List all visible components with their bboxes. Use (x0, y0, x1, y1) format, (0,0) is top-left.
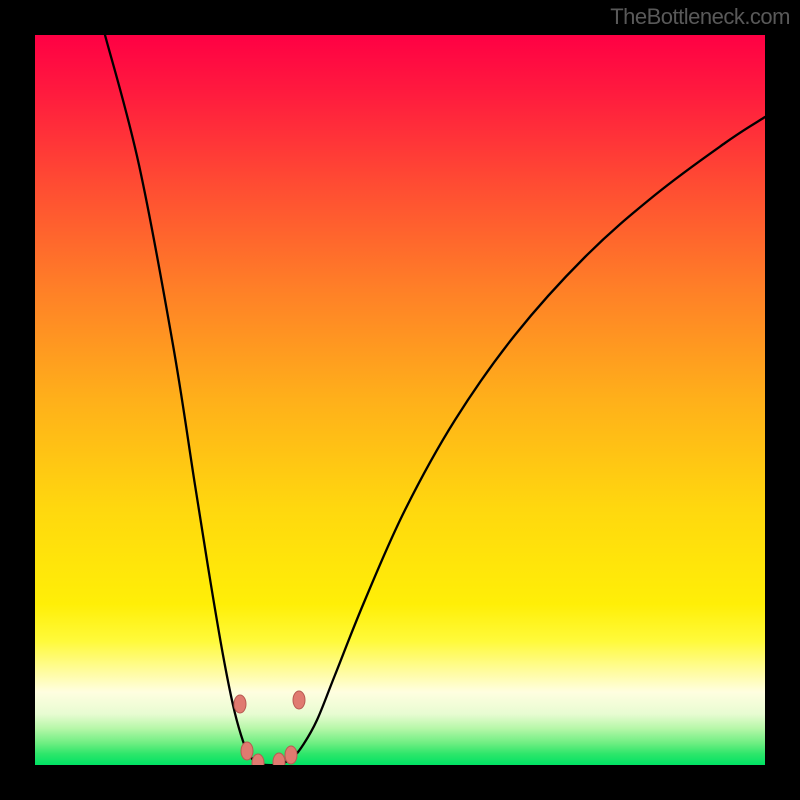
curve-marker (234, 695, 246, 713)
attribution-text: TheBottleneck.com (610, 4, 790, 30)
curve-marker (285, 746, 297, 764)
chart-container: TheBottleneck.com (0, 0, 800, 800)
chart-svg (0, 0, 800, 800)
curve-marker (293, 691, 305, 709)
plot-area (35, 35, 765, 765)
curve-marker (241, 742, 253, 760)
